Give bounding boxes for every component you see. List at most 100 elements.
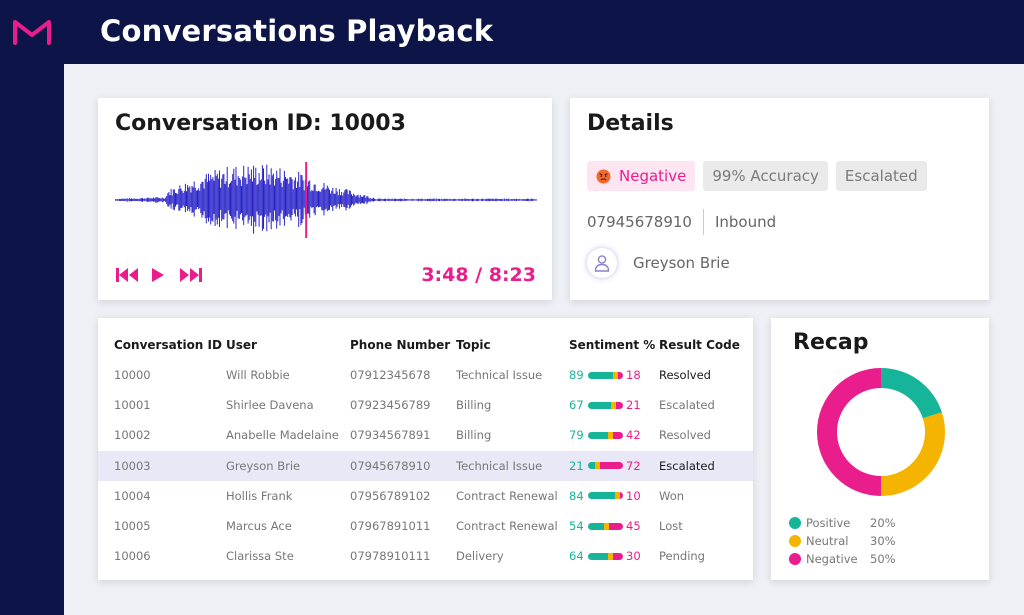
cell-conversation-id: 10005 (114, 519, 151, 534)
sentiment-positive-segment (588, 401, 611, 409)
sentiment-positive-segment (588, 552, 609, 560)
play-icon[interactable] (147, 266, 169, 284)
cell-result-code: Won (659, 488, 685, 503)
conversations-table: Conversation ID User Phone Number Topic … (98, 330, 753, 571)
cell-result-code: Escalated (659, 398, 715, 413)
cell-conversation-id: 10004 (114, 488, 151, 503)
sentiment-neutral-segment (608, 552, 614, 560)
sentiment-bar (588, 462, 623, 470)
cell-phone: 07934567891 (350, 428, 431, 443)
cell-result-code: Escalated (659, 450, 753, 481)
accuracy-tag: 99% Accuracy (703, 161, 828, 191)
sentiment-negative-segment (615, 401, 623, 409)
caller-name: Greyson Brie (633, 254, 730, 272)
negative-score: 72 (626, 458, 641, 473)
cell-phone: 07912345678 (350, 368, 431, 383)
positive-score: 21 (569, 458, 584, 473)
table-row[interactable]: 10001 Shirlee Davena 07923456789 Billing 67 2… (98, 390, 753, 420)
sentiment-neutral-segment (610, 401, 616, 409)
sentiment-neutral-segment (607, 431, 613, 439)
sentiment-negative-segment (612, 431, 623, 439)
header-conversation-id[interactable]: Conversation ID (114, 338, 222, 352)
sentiment-bar (588, 401, 623, 409)
header-user[interactable]: User (226, 338, 257, 352)
table-row[interactable]: 10004 Hollis Frank 07956789102 Contract Ren… (98, 481, 753, 511)
sentiment-positive-segment (588, 431, 608, 439)
legend-label: Neutral (806, 534, 849, 548)
table-row[interactable]: 10005 Marcus Ace 07967891011 Contract Renew… (98, 511, 753, 541)
skip-forward-icon[interactable] (179, 266, 202, 284)
sentiment-bar (588, 522, 623, 530)
caller: Greyson Brie (587, 248, 730, 278)
skip-back-icon[interactable] (115, 266, 138, 284)
recap-card: Recap Positive 20% Neutral 30% Negative 50% (771, 318, 989, 580)
playback-controls (115, 266, 202, 284)
sentiment-neutral-segment (604, 522, 610, 530)
sentiment-positive-segment (588, 522, 605, 530)
table-row[interactable]: 10000 Will Robbie 07912345678 Technical Iss… (98, 360, 753, 390)
recap-title: Recap (793, 330, 869, 355)
legend-dot (789, 535, 801, 547)
negative-score: 30 (626, 549, 641, 564)
cell-result-code: Resolved (659, 368, 711, 383)
positive-score: 67 (569, 398, 584, 413)
cell-topic: Billing (456, 428, 492, 443)
cell-user: Clarissa Ste (226, 549, 294, 564)
contact-info: 07945678910 Inbound (587, 209, 776, 235)
sentiment-negative-segment (617, 371, 623, 379)
app-title: Conversations Playback (100, 14, 494, 48)
cell-phone: 07956789102 (350, 488, 431, 503)
header-result[interactable]: Result Code (659, 338, 740, 352)
table-row[interactable]: 10006 Clarissa Ste 07978910111 Delivery 64 30… (98, 541, 753, 571)
divider (702, 209, 704, 235)
header-sentiment[interactable]: Sentiment % (569, 338, 656, 352)
sidebar (0, 64, 64, 615)
phone-number: 07945678910 (587, 213, 692, 231)
cell-sentiment: 84 10 (569, 481, 659, 511)
details-title: Details (587, 111, 674, 136)
sentiment-tag: Negative (587, 161, 696, 191)
recap-donut-chart (817, 368, 945, 496)
logo-icon[interactable] (12, 18, 52, 46)
sentiment-positive-segment (588, 462, 595, 470)
cell-sentiment: 79 42 (569, 420, 659, 450)
negative-score: 42 (626, 428, 641, 443)
cell-sentiment: 89 18 (569, 360, 659, 390)
cell-sentiment: 67 21 (569, 390, 659, 420)
cell-user: Marcus Ace (226, 519, 292, 534)
sentiment-positive-segment (588, 492, 615, 500)
legend-item: Negative 50% (789, 550, 896, 568)
sentiment-negative-segment (619, 492, 623, 500)
table-row[interactable]: 10002 Anabelle Madelaine 07934567891 Billin… (98, 420, 753, 450)
cell-conversation-id: 10001 (114, 398, 151, 413)
cell-result-code: Lost (659, 519, 683, 534)
sentiment-negative-segment (599, 462, 623, 470)
cell-phone: 07945678910 (350, 450, 456, 481)
conversations-table-card: Conversation ID User Phone Number Topic … (98, 318, 753, 580)
positive-score: 89 (569, 368, 584, 383)
cell-sentiment: 64 30 (569, 541, 659, 571)
cell-result-code: Pending (659, 549, 705, 564)
negative-score: 45 (626, 519, 641, 534)
cell-user: Anabelle Madelaine (226, 428, 339, 443)
cell-phone: 07967891011 (350, 519, 431, 534)
sentiment-negative-segment (613, 552, 623, 560)
sentiment-bar (588, 492, 623, 500)
audio-waveform[interactable] (115, 160, 537, 240)
top-bar: Conversations Playback (0, 0, 1024, 64)
cell-phone: 07923456789 (350, 398, 431, 413)
header-topic[interactable]: Topic (456, 338, 491, 352)
legend-dot (789, 517, 801, 529)
cell-user: Will Robbie (226, 368, 290, 383)
cell-topic: Delivery (456, 549, 504, 564)
positive-score: 79 (569, 428, 584, 443)
header-phone[interactable]: Phone Number (350, 338, 451, 352)
donut-slice-positive (881, 368, 942, 419)
sentiment-neutral-segment (594, 462, 600, 470)
playback-time: 3:48 / 8:23 (421, 264, 536, 286)
sentiment-neutral-segment (614, 492, 620, 500)
legend-value: 30% (870, 534, 896, 548)
table-row[interactable]: 10003 Greyson Brie 07945678910 Technical Is… (98, 450, 753, 481)
cell-topic: Technical Issue (456, 450, 569, 481)
legend-label: Positive (806, 516, 851, 530)
